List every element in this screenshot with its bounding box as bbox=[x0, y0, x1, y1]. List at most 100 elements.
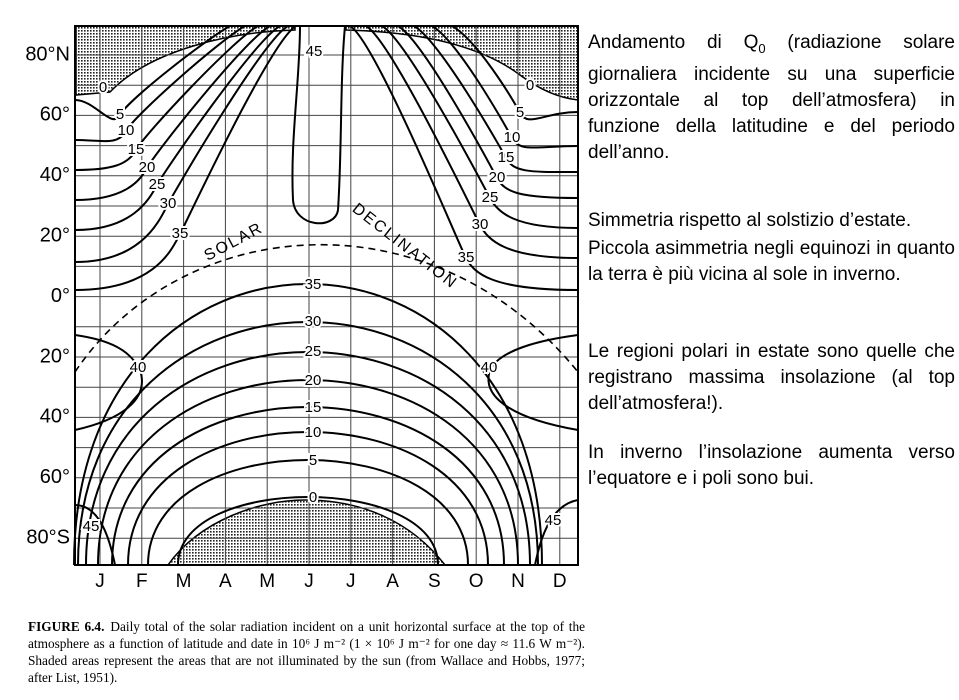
contour-line bbox=[365, 25, 579, 259]
contour-line bbox=[74, 25, 281, 231]
contour-label: 40 bbox=[481, 359, 498, 376]
latitude-label: 20° bbox=[40, 345, 70, 367]
contour-line bbox=[487, 334, 579, 431]
contour-label: 30 bbox=[305, 313, 322, 330]
contour-label: 25 bbox=[305, 343, 322, 360]
contour-label: 5 bbox=[116, 106, 124, 123]
contour-line bbox=[397, 25, 579, 199]
contour-label: 45 bbox=[545, 512, 562, 529]
declination-label: DECLINATION bbox=[349, 200, 461, 292]
note: In inverno l’insolazione aumenta verso l… bbox=[588, 440, 955, 492]
month-label: M bbox=[176, 571, 192, 592]
month-label: O bbox=[469, 571, 484, 592]
caption-label: FIGURE 6.4. bbox=[28, 619, 105, 634]
latitude-label: 80°N bbox=[25, 43, 70, 65]
contour-label: 20 bbox=[489, 169, 506, 186]
latitude-label: 40° bbox=[40, 406, 70, 428]
note-text: Andamento di Q bbox=[588, 32, 759, 53]
contour-label: 5 bbox=[516, 104, 524, 121]
contour-line bbox=[73, 283, 543, 566]
contour-line bbox=[74, 25, 289, 263]
contour-line bbox=[74, 25, 246, 143]
contour-line bbox=[451, 25, 579, 121]
month-label: J bbox=[304, 571, 314, 592]
note-text: 0 bbox=[758, 40, 766, 56]
contour-label: 0 bbox=[309, 489, 317, 506]
contour-label: 5 bbox=[309, 452, 317, 469]
latitude-label: 0° bbox=[51, 285, 70, 307]
declination-label: SOLAR bbox=[202, 219, 267, 264]
note-text: (radiazione solare giornaliera incidente… bbox=[588, 32, 955, 163]
month-label: A bbox=[219, 571, 232, 592]
contour-label: 45 bbox=[306, 43, 323, 60]
month-label: F bbox=[136, 571, 148, 592]
polar-night bbox=[75, 25, 296, 96]
contour-line bbox=[77, 321, 539, 566]
figure: J F M A M J J A S O N D 80°N 60° 40° 20° 0° 20° 40° 60° 80°S… bbox=[25, 25, 579, 592]
contour-label: 10 bbox=[118, 122, 135, 139]
contour-line bbox=[127, 431, 489, 566]
note: Simmetria rispetto al solstizio d’estate… bbox=[588, 208, 955, 234]
contour-label: 20 bbox=[305, 372, 322, 389]
contour-label: 20 bbox=[139, 159, 156, 176]
contour-line bbox=[147, 459, 469, 566]
grid bbox=[75, 26, 578, 565]
contour-label: 25 bbox=[149, 176, 166, 193]
contour-label: 30 bbox=[472, 216, 489, 233]
contour-line bbox=[74, 25, 231, 121]
month-label: J bbox=[346, 571, 356, 592]
contour-label: 15 bbox=[498, 149, 515, 166]
contour-line bbox=[291, 25, 346, 225]
polar-night bbox=[166, 499, 447, 566]
month-label: J bbox=[95, 571, 105, 592]
latitude-label: 60° bbox=[40, 104, 70, 126]
contour-label: 25 bbox=[482, 189, 499, 206]
declination-curve bbox=[74, 244, 579, 373]
contour-label: 35 bbox=[458, 249, 475, 266]
plot-frame bbox=[74, 25, 579, 566]
month-label: D bbox=[553, 571, 567, 592]
contour-label: 15 bbox=[305, 399, 322, 416]
contour-label: 45 bbox=[83, 518, 100, 535]
contour-label: 10 bbox=[305, 424, 322, 441]
latitude-label: 20° bbox=[40, 224, 70, 246]
contour-label: 40 bbox=[130, 359, 147, 376]
month-label: M bbox=[259, 571, 275, 592]
contour-line bbox=[413, 25, 579, 174]
contour-label: 0 bbox=[526, 77, 534, 94]
shaded-areas bbox=[75, 25, 579, 566]
note: Piccola asimmetria negli equinozi in qua… bbox=[588, 236, 955, 288]
polar-night bbox=[345, 25, 579, 101]
contour-line bbox=[74, 25, 259, 171]
contour-line bbox=[97, 379, 519, 566]
contour-line bbox=[74, 504, 116, 566]
contour-label: 0 bbox=[99, 79, 107, 96]
latitude-label: 80°S bbox=[26, 526, 70, 548]
caption: FIGURE 6.4. Daily total of the solar radi… bbox=[28, 618, 585, 686]
contour-line bbox=[534, 499, 579, 566]
month-label: A bbox=[386, 571, 399, 592]
contour-label: 35 bbox=[305, 276, 322, 293]
contour-line bbox=[177, 496, 439, 566]
contour-label: 10 bbox=[504, 129, 521, 146]
note-text: Piccola asimmetria negli equinozi in qua… bbox=[588, 238, 955, 285]
contour-line bbox=[381, 25, 579, 229]
latitude-label: 40° bbox=[40, 164, 70, 186]
latitude-label: 60° bbox=[40, 466, 70, 488]
caption-text: Daily total of the solar radiation incid… bbox=[28, 619, 586, 685]
note-text: Simmetria rispetto al solstizio d’estate… bbox=[588, 210, 912, 231]
contours bbox=[73, 25, 579, 566]
note-text: In inverno l’insolazione aumenta verso l… bbox=[588, 442, 955, 489]
note-text: Le regioni polari in estate sono quelle … bbox=[588, 341, 955, 414]
contour-line bbox=[349, 25, 579, 291]
labels: J F M A M J J A S O N D 80°N 60° 40° 20° 0° 20° 40° 60° 80°S… bbox=[25, 41, 567, 592]
contour-label: 15 bbox=[128, 141, 145, 158]
month-label: S bbox=[428, 571, 441, 592]
contour-label: 30 bbox=[160, 195, 177, 212]
contour-line bbox=[85, 351, 531, 566]
contour-label: 35 bbox=[172, 225, 189, 242]
month-label: N bbox=[511, 571, 525, 592]
contour-line bbox=[74, 25, 271, 201]
note: Le regioni polari in estate sono quelle … bbox=[588, 339, 955, 417]
